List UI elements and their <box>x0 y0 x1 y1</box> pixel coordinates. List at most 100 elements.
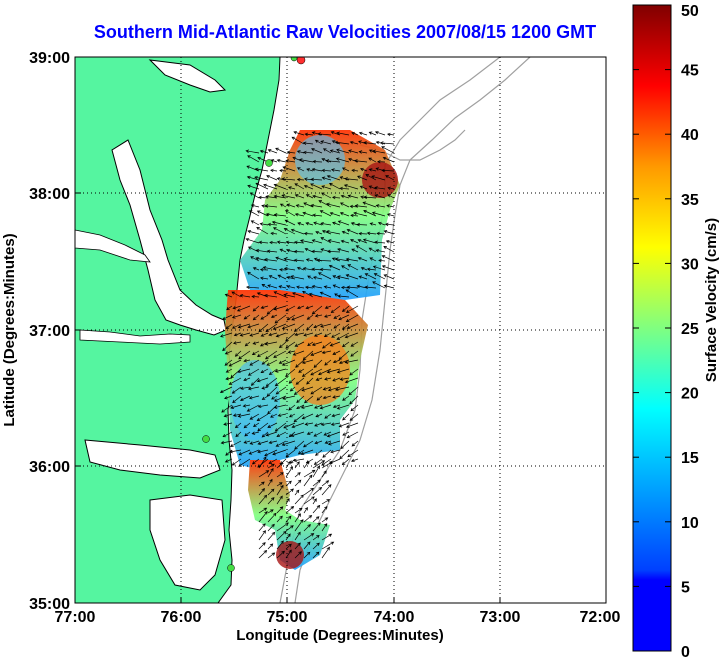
velocity-arrow <box>261 386 269 390</box>
velocity-arrow <box>273 404 287 409</box>
velocity-arrow <box>282 395 296 400</box>
velocity-arrow <box>321 499 331 505</box>
velocity-arrow <box>306 377 314 385</box>
velocity-arrow <box>293 458 305 463</box>
velocity-arrow <box>237 413 251 418</box>
velocity-arrow <box>268 440 278 445</box>
velocity-arrow <box>330 449 341 454</box>
velocity-arrow <box>332 377 341 382</box>
velocity-arrow <box>313 332 323 337</box>
velocity-arrow <box>271 395 278 400</box>
velocity-arrow <box>283 257 296 262</box>
velocity-arrow <box>347 264 359 271</box>
velocity-arrow <box>285 368 296 378</box>
velocity-arrow <box>362 238 377 244</box>
velocity-arrow <box>249 359 260 366</box>
velocity-arrow <box>258 195 269 200</box>
x-tick-label: 77:00 <box>55 609 96 626</box>
velocity-arrow <box>332 350 341 355</box>
velocity-arrow <box>275 440 287 447</box>
colorbar-tick-label: 30 <box>681 256 699 273</box>
velocity-arrow <box>312 516 320 523</box>
velocity-arrow <box>353 159 368 163</box>
velocity-arrow <box>268 275 278 280</box>
velocity-arrow <box>351 168 359 173</box>
velocity-arrow <box>319 210 332 217</box>
velocity-arrow <box>261 431 269 438</box>
velocity-arrow <box>314 404 323 409</box>
velocity-arrow <box>244 431 251 437</box>
velocity-arrow <box>305 194 314 199</box>
velocity-arrow <box>322 395 332 400</box>
velocity-arrow <box>329 341 341 347</box>
velocity-arrow <box>311 239 323 244</box>
velocity-arrow <box>258 240 269 245</box>
velocity-arrow <box>310 203 323 208</box>
velocity-arrow <box>264 204 278 208</box>
velocity-arrow <box>381 168 395 173</box>
velocity-arrow <box>301 368 314 377</box>
velocity-arrow <box>258 523 266 532</box>
velocity-arrow <box>359 185 368 190</box>
velocity-arrow <box>372 281 386 289</box>
velocity-arrow <box>234 350 242 357</box>
river-potomac <box>75 229 151 263</box>
velocity-arrow <box>245 285 260 289</box>
velocity-arrow <box>246 175 260 181</box>
velocity-arrow <box>285 498 290 505</box>
velocity-arrow <box>272 323 287 330</box>
velocity-arrow <box>294 212 305 217</box>
velocity-arrow <box>311 131 323 136</box>
velocity-arrow <box>276 482 283 487</box>
velocity-arrow <box>252 267 260 271</box>
radar-station-marker <box>202 435 210 443</box>
velocity-arrow <box>261 395 269 400</box>
velocity-arrow <box>320 323 332 328</box>
velocity-arrow <box>374 240 386 244</box>
velocity-arrow <box>270 314 278 319</box>
velocity-arrow <box>301 413 314 420</box>
velocity-arrow <box>365 174 377 181</box>
velocity-arrow <box>334 140 350 145</box>
velocity-arrow <box>249 440 260 445</box>
velocity-arrow <box>304 132 314 137</box>
velocity-arrow <box>351 248 359 253</box>
velocity-arrow <box>368 247 377 253</box>
velocity-arrow <box>303 332 314 337</box>
velocity-arrow <box>350 404 359 412</box>
velocity-arrow <box>319 267 332 272</box>
x-tick-label: 75:00 <box>267 609 308 626</box>
velocity-arrow <box>324 305 332 309</box>
velocity-arrow <box>327 239 341 244</box>
velocity-arrow <box>327 386 341 392</box>
velocity-arrow <box>294 440 305 450</box>
velocity-arrow <box>315 449 323 456</box>
velocity-arrow <box>273 350 287 358</box>
velocity-arrow <box>330 422 341 426</box>
velocity-arrow <box>292 350 305 356</box>
velocity-arrow <box>321 546 330 559</box>
velocity-arrow <box>311 267 323 271</box>
velocity-arrow <box>340 194 350 199</box>
velocity-arrow <box>311 284 323 289</box>
velocity-arrow <box>273 395 287 402</box>
velocity-arrow <box>312 213 323 217</box>
velocity-arrow <box>278 341 287 349</box>
velocity-arrow <box>294 461 300 469</box>
velocity-arrow <box>276 462 284 469</box>
velocity-arrow <box>219 386 233 394</box>
velocity-arrow <box>257 404 269 409</box>
velocity-arrow <box>247 184 260 190</box>
velocity-arrow <box>322 449 332 458</box>
velocity-arrow <box>283 293 296 298</box>
x-tick-label: 74:00 <box>374 609 415 626</box>
velocity-arrow <box>321 461 333 469</box>
velocity-arrow <box>311 341 323 346</box>
velocity-arrow <box>285 449 296 458</box>
velocity-arrow <box>344 377 359 384</box>
velocity-arrow <box>246 404 260 412</box>
velocity-arrow <box>267 478 273 487</box>
velocity-arrow <box>274 377 287 387</box>
velocity-arrow <box>238 458 251 467</box>
